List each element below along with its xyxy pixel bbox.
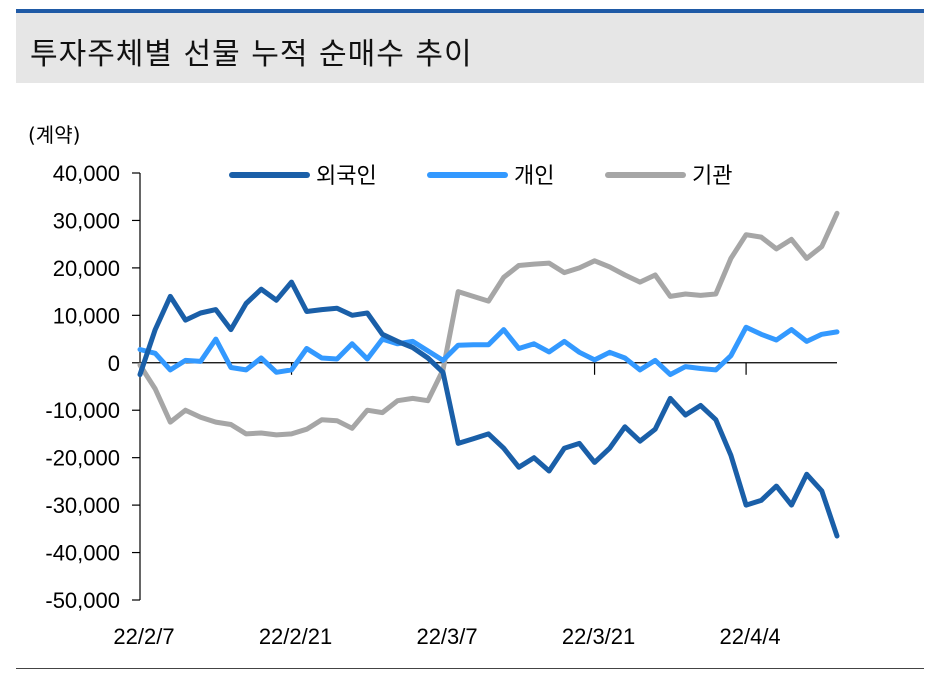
page-title: 투자주체별 선물 누적 순매수 추이 (30, 37, 473, 72)
top-rule (16, 9, 924, 13)
series-line-개인 (137, 324, 840, 378)
series-line-외국인 (137, 279, 840, 539)
y-unit-label: (계약) (28, 123, 80, 147)
y-tick-label: -40,000 (45, 541, 120, 566)
y-tick-label: -20,000 (45, 446, 120, 471)
y-tick-label: -10,000 (45, 398, 120, 423)
legend: 외국인 개인 기관 (229, 164, 732, 189)
legend-label: 외국인 (316, 164, 377, 189)
x-tick-label: 22/3/7 (416, 624, 477, 649)
title-bar: 투자주체별 선물 누적 순매수 추이 (16, 13, 924, 83)
series-layer (137, 210, 840, 539)
y-tick-label: 30,000 (53, 208, 120, 233)
x-tick-label: 22/2/7 (113, 624, 174, 649)
y-tick-label: 0 (108, 351, 120, 376)
y-tick-label: -30,000 (45, 493, 120, 518)
x-tick-label: 22/4/4 (720, 624, 781, 649)
x-tick-label: 22/3/21 (562, 624, 635, 649)
legend-label: 기관 (692, 164, 732, 189)
x-tick-label: 22/2/21 (259, 624, 332, 649)
series-line-기관 (137, 210, 840, 438)
legend-label: 개인 (514, 164, 554, 189)
bottom-rule (16, 668, 924, 669)
axes: (계약) 40,000 30,000 20,000 10,000 0 -10,000 -20,… (28, 123, 837, 649)
y-tick-label: 10,000 (53, 303, 120, 328)
y-tick-label: 40,000 (53, 161, 120, 186)
y-tick-label: -50,000 (45, 588, 120, 613)
y-tick-label: 20,000 (53, 256, 120, 281)
